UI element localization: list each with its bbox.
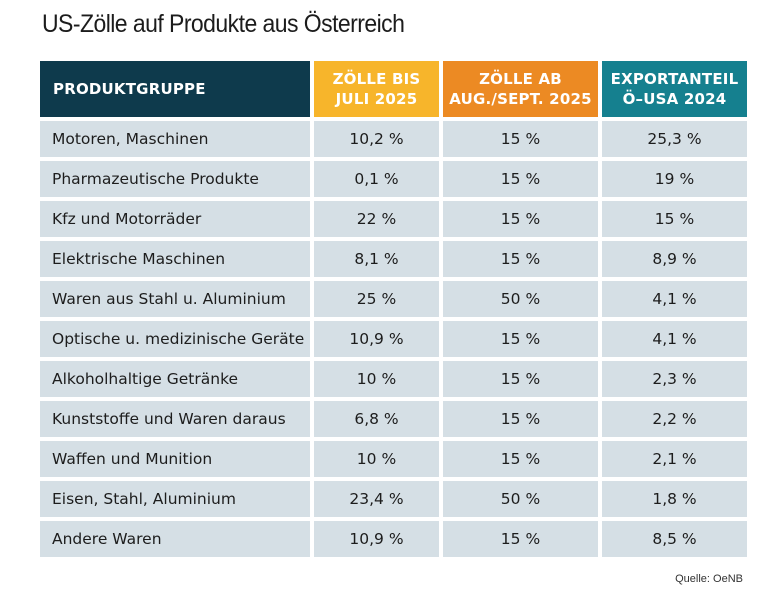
cell-produktgruppe: Andere Waren [40, 521, 310, 557]
cell-zoelle-ab: 15 % [443, 201, 598, 237]
cell-produktgruppe: Optische u. medizinische Geräte [40, 321, 310, 357]
cell-produktgruppe: Motoren, Maschinen [40, 121, 310, 157]
cell-zoelle-bis: 10 % [314, 361, 439, 397]
header-exportanteil-line2: Ö–USA 2024 [622, 90, 727, 108]
cell-exportanteil: 25,3 % [602, 121, 747, 157]
header-zoelle-ab-line1: ZÖLLE AB [479, 70, 562, 88]
cell-zoelle-ab: 15 % [443, 401, 598, 437]
cell-zoelle-bis: 10,2 % [314, 121, 439, 157]
cell-exportanteil: 2,3 % [602, 361, 747, 397]
header-exportanteil-line1: EXPORTANTEIL [610, 70, 739, 88]
cell-zoelle-ab: 15 % [443, 121, 598, 157]
cell-exportanteil: 2,2 % [602, 401, 747, 437]
cell-exportanteil: 19 % [602, 161, 747, 197]
cell-zoelle-bis: 6,8 % [314, 401, 439, 437]
cell-exportanteil: 4,1 % [602, 321, 747, 357]
cell-produktgruppe: Kfz und Motorräder [40, 201, 310, 237]
cell-produktgruppe: Pharmazeutische Produkte [40, 161, 310, 197]
cell-exportanteil: 8,9 % [602, 241, 747, 277]
cell-exportanteil: 1,8 % [602, 481, 747, 517]
cell-zoelle-ab: 15 % [443, 241, 598, 277]
header-zoelle-bis-line2: JULI 2025 [335, 90, 418, 108]
cell-zoelle-bis: 25 % [314, 281, 439, 317]
header-produktgruppe-text: PRODUKTGRUPPE [53, 80, 206, 98]
cell-zoelle-bis: 22 % [314, 201, 439, 237]
cell-produktgruppe: Alkoholhaltige Getränke [40, 361, 310, 397]
cell-zoelle-bis: 23,4 % [314, 481, 439, 517]
cell-zoelle-ab: 50 % [443, 281, 598, 317]
cell-produktgruppe: Kunststoffe und Waren daraus [40, 401, 310, 437]
header-produktgruppe: PRODUKTGRUPPE [40, 61, 310, 117]
chart-title: US-Zölle auf Produkte aus Österreich [42, 10, 405, 38]
cell-zoelle-ab: 50 % [443, 481, 598, 517]
cell-zoelle-ab: 15 % [443, 161, 598, 197]
cell-zoelle-bis: 0,1 % [314, 161, 439, 197]
cell-produktgruppe: Eisen, Stahl, Aluminium [40, 481, 310, 517]
cell-zoelle-bis: 10,9 % [314, 321, 439, 357]
header-zoelle-ab: ZÖLLE AB AUG./SEPT. 2025 [443, 61, 598, 117]
cell-produktgruppe: Waffen und Munition [40, 441, 310, 477]
cell-exportanteil: 4,1 % [602, 281, 747, 317]
cell-produktgruppe: Elektrische Maschinen [40, 241, 310, 277]
cell-exportanteil: 8,5 % [602, 521, 747, 557]
cell-produktgruppe: Waren aus Stahl u. Aluminium [40, 281, 310, 317]
cell-exportanteil: 2,1 % [602, 441, 747, 477]
source-note: Quelle: OeNB [675, 573, 743, 585]
cell-zoelle-ab: 15 % [443, 321, 598, 357]
header-zoelle-ab-line2: AUG./SEPT. 2025 [449, 90, 592, 108]
cell-zoelle-bis: 8,1 % [314, 241, 439, 277]
cell-zoelle-bis: 10,9 % [314, 521, 439, 557]
header-exportanteil: EXPORTANTEIL Ö–USA 2024 [602, 61, 747, 117]
cell-exportanteil: 15 % [602, 201, 747, 237]
cell-zoelle-ab: 15 % [443, 361, 598, 397]
cell-zoelle-ab: 15 % [443, 521, 598, 557]
cell-zoelle-ab: 15 % [443, 441, 598, 477]
header-zoelle-bis: ZÖLLE BIS JULI 2025 [314, 61, 439, 117]
header-zoelle-bis-line1: ZÖLLE BIS [332, 70, 421, 88]
tariff-table: PRODUKTGRUPPE ZÖLLE BIS JULI 2025 ZÖLLE … [40, 61, 747, 557]
cell-zoelle-bis: 10 % [314, 441, 439, 477]
